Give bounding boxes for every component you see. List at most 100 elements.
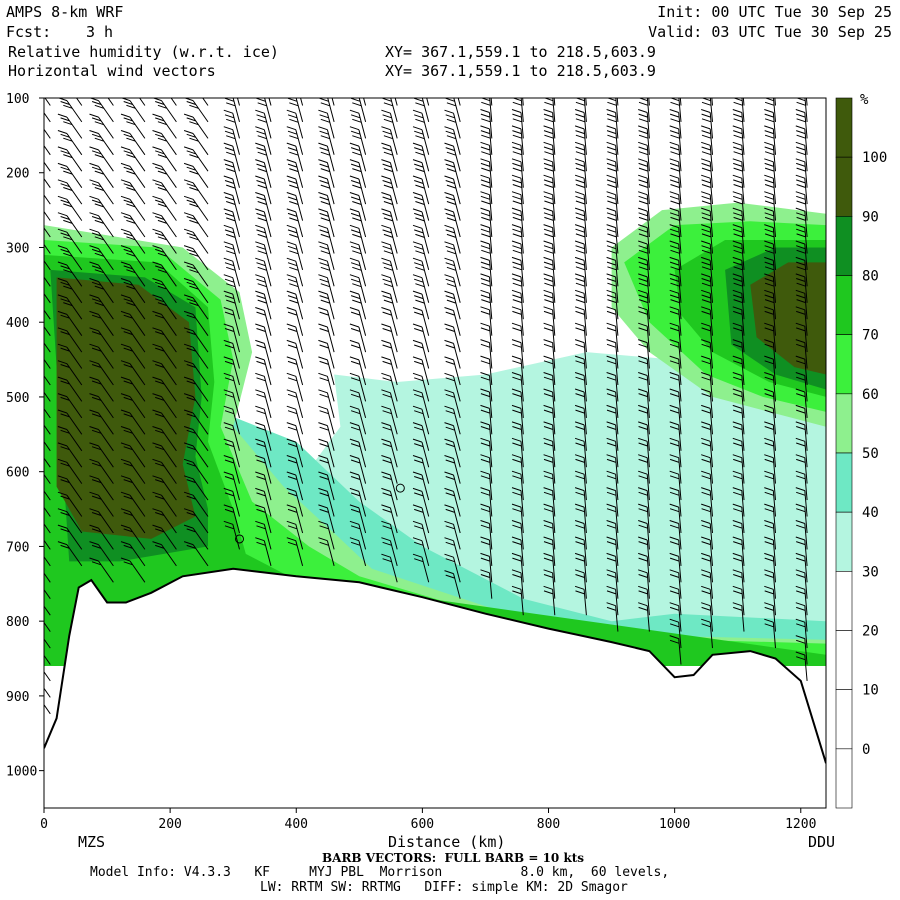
wind-barb — [669, 174, 682, 205]
wind-barb — [349, 471, 367, 501]
wind-barb — [426, 98, 430, 106]
wind-barb — [574, 191, 587, 221]
wind-barb — [574, 388, 587, 418]
wind-barb — [318, 422, 335, 451]
wind-barb — [152, 278, 177, 304]
wind-barb — [638, 256, 650, 287]
wind-barb — [318, 504, 335, 534]
y-tick-label: 200 — [6, 167, 29, 182]
wind-barb — [480, 98, 493, 122]
wind-barb — [480, 372, 493, 402]
wind-barb — [120, 458, 146, 484]
wind-barb — [412, 471, 430, 501]
wind-barb — [183, 228, 209, 254]
wind-barb — [152, 327, 177, 353]
wind-barb — [152, 261, 177, 287]
wind-barb — [543, 372, 556, 402]
wind-barb — [286, 175, 304, 205]
wind-barb — [412, 504, 430, 534]
wind-barb — [255, 159, 272, 188]
wind-barb — [412, 274, 430, 303]
wind-barb — [318, 405, 335, 435]
wind-barb — [669, 256, 682, 287]
wind-barb — [318, 471, 335, 501]
wind-barb — [152, 113, 177, 139]
wind-barb — [183, 113, 209, 139]
wind-barb — [701, 372, 713, 402]
wind-barb — [412, 109, 430, 139]
wind-barb — [764, 520, 776, 550]
colorbar-label: 70 — [862, 328, 879, 344]
wind-barb — [152, 458, 177, 484]
wind-barb — [701, 536, 713, 566]
colorbar-segment — [835, 156, 853, 217]
wind-barb — [512, 98, 524, 122]
wind-barb — [152, 294, 177, 320]
wind-barb — [120, 343, 146, 369]
colorbar-label: 0 — [862, 742, 870, 758]
wind-barb — [732, 454, 745, 484]
wind-barb — [120, 393, 146, 419]
wind-barb — [444, 471, 461, 501]
wind-barb — [732, 339, 745, 369]
wind-barb — [701, 174, 713, 205]
wind-barb — [255, 372, 272, 402]
wind-barb — [152, 162, 177, 188]
wind-barb — [638, 470, 650, 501]
wind-barb — [255, 290, 272, 320]
wind-barb — [701, 404, 713, 435]
wind-barb — [701, 224, 713, 254]
wind-barb — [444, 159, 461, 188]
axes: 0 200 400 600 800 1000 1200 100 200 300 400 500 600 7… — [6, 92, 816, 832]
wind-barb — [120, 409, 146, 435]
wind-barb — [57, 376, 83, 402]
wind-barb — [732, 372, 745, 402]
wind-barb — [511, 552, 524, 583]
wind-barb — [764, 388, 776, 418]
wind-barb — [764, 339, 776, 369]
wind-barb — [511, 388, 524, 418]
wind-barb — [44, 621, 51, 632]
wind-barb — [44, 638, 51, 649]
wind-barb — [511, 109, 524, 139]
wind-barb — [606, 224, 619, 254]
wind-barb — [445, 98, 461, 123]
init-time: Init: 00 UTC Tue 30 Sep 25 — [657, 3, 892, 21]
wind-barb — [286, 520, 304, 550]
wind-barb — [480, 207, 493, 238]
wind-barb — [543, 174, 556, 205]
wind-barb — [543, 109, 556, 139]
wind-barb — [319, 98, 335, 123]
wind-barb — [511, 355, 524, 386]
wind-barb — [120, 327, 146, 353]
wind-barb — [574, 339, 587, 369]
wind-barb — [669, 635, 682, 665]
wind-barb — [412, 323, 430, 353]
wind-barb — [444, 109, 461, 139]
wind-barb — [381, 356, 398, 386]
wind-barb — [363, 98, 367, 106]
wind-barb — [349, 274, 367, 303]
wind-barb — [574, 454, 587, 484]
wind-barb — [120, 130, 146, 156]
wind-barb — [57, 228, 83, 254]
wind-barb — [412, 422, 430, 451]
wind-barb — [638, 339, 650, 369]
wind-barb — [183, 458, 209, 484]
wind-barb — [414, 98, 430, 123]
wind-barb — [606, 158, 619, 188]
wind-barb — [444, 274, 461, 303]
wind-barb — [795, 454, 808, 484]
wind-barb — [669, 437, 682, 468]
wind-barb — [606, 585, 619, 616]
wind-barb — [183, 376, 209, 402]
valid-time: Valid: 03 UTC Tue 30 Sep 25 — [648, 23, 892, 41]
wind-barb — [255, 504, 272, 534]
wind-barb — [255, 471, 272, 501]
wind-barb — [444, 339, 461, 369]
colorbar-label: 10 — [862, 683, 879, 699]
wind-barb — [223, 455, 240, 484]
wind-barb — [732, 388, 745, 418]
wind-barb — [669, 388, 682, 418]
wind-barb — [606, 520, 619, 550]
